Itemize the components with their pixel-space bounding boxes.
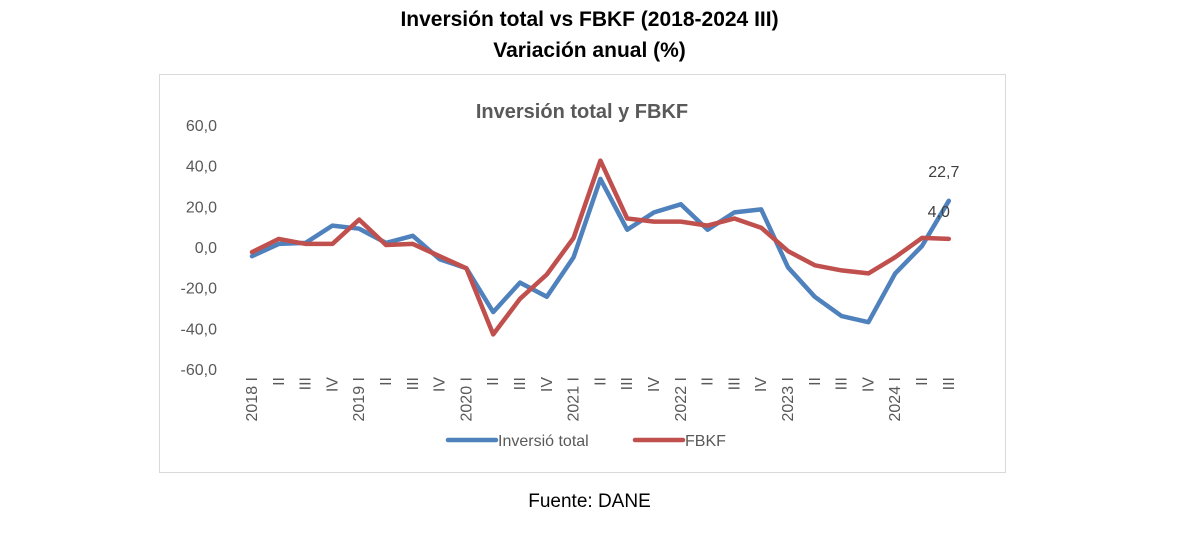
x-tick-label: IV: [646, 377, 663, 392]
chart-title: Inversión total y FBKF: [476, 101, 688, 123]
page-subtitle: Variación anual (%): [493, 39, 686, 62]
page-title: Inversión total vs FBKF (2018-2024 III): [400, 8, 779, 31]
x-tick-label: II: [700, 377, 717, 386]
x-tick-label: III: [726, 377, 743, 390]
x-tick-label: III: [405, 377, 422, 390]
series-line-fbkf: [249, 158, 952, 337]
x-tick-label: IV: [860, 377, 877, 392]
source-note: Fuente: DANE: [528, 491, 651, 512]
x-tick-label: IV: [753, 377, 770, 392]
y-tick-label: -40,0: [181, 321, 218, 338]
x-tick-label: 2019 I: [351, 377, 368, 421]
y-tick-label: 20,0: [186, 199, 217, 216]
x-tick-label: III: [512, 377, 529, 390]
x-tick-label: 2018 I: [244, 377, 261, 421]
x-tick-label: 2024 I: [887, 377, 904, 421]
x-tick-label: 2023 I: [780, 377, 797, 421]
y-tick-label: 60,0: [186, 118, 217, 135]
series-line-inversion-total: [249, 176, 952, 325]
x-tick-label: 2020 I: [458, 377, 475, 421]
y-tick-label: 0,0: [195, 240, 217, 257]
y-tick-label: -60,0: [181, 362, 218, 379]
x-tick-label: IV: [432, 377, 449, 392]
x-tick-label: 2022 I: [673, 377, 690, 421]
x-tick-label: III: [298, 377, 315, 390]
x-tick-label: II: [485, 377, 502, 386]
x-tick-label: II: [592, 377, 609, 386]
data-label: 22,7: [928, 164, 959, 181]
x-tick-label: II: [271, 377, 288, 386]
legend-label: FBKF: [685, 433, 726, 450]
legend-label: Inversió total: [498, 433, 589, 450]
y-tick-label: -20,0: [181, 281, 218, 298]
x-tick-label: 2021 I: [566, 377, 583, 421]
data-label: 4,0: [928, 204, 950, 221]
y-tick-label: 40,0: [186, 159, 217, 176]
chart-area: Inversión total y FBKF 60,0 40,0 20,0 0,0 -2…: [159, 74, 1006, 473]
x-tick-label: II: [914, 377, 931, 386]
x-tick-label: IV: [539, 377, 556, 392]
x-tick-label: III: [834, 377, 851, 390]
x-tick-label: II: [378, 377, 395, 386]
line-chart: Inversión total y FBKF 60,0 40,0 20,0 0,0 -2…: [181, 101, 960, 450]
x-tick-label: III: [619, 377, 636, 390]
x-tick-label: III: [941, 377, 958, 390]
x-tick-label: IV: [324, 377, 341, 392]
x-tick-label: II: [807, 377, 824, 386]
